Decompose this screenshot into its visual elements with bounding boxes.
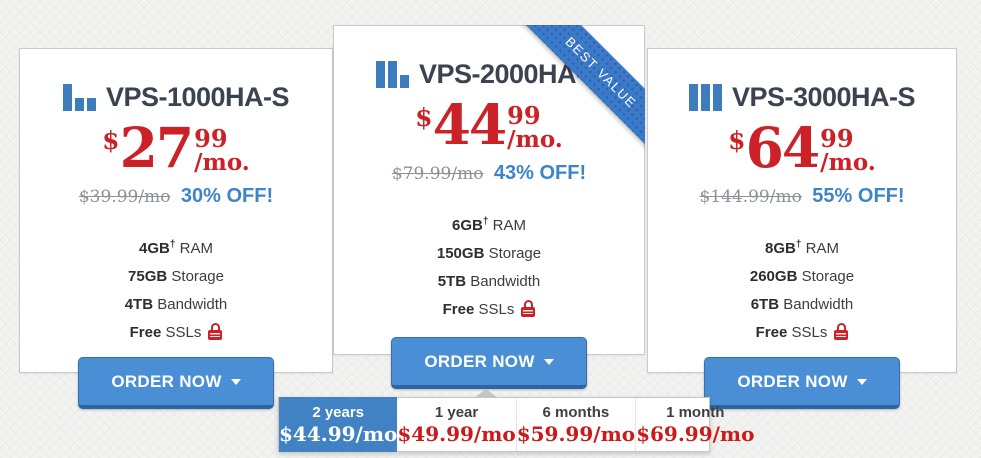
pricing-card: VPS-1000HA-S $ 27 99 /mo. $39.99/mo 30% … bbox=[19, 48, 333, 373]
price-period: /mo. bbox=[820, 149, 876, 176]
billing-term: 1 year bbox=[434, 403, 479, 421]
feature-list: 4GB† RAM 75GB Storage 4TB Bandwidth Free SS… bbox=[20, 231, 332, 347]
billing-option-6-months[interactable]: 6 months $59.99/mo bbox=[515, 398, 636, 451]
price-fraction: 99 bbox=[507, 101, 541, 130]
price-integer: 44 bbox=[432, 92, 508, 157]
best-value-ribbon: BEST VALUE bbox=[513, 25, 645, 157]
billing-option-2-years[interactable]: 2 years $44.99/mo bbox=[279, 397, 398, 452]
plan-name: VPS-1000HA-S bbox=[105, 82, 290, 112]
price-currency: $ bbox=[728, 126, 746, 155]
pricing-card-wrap-vps-2000ha-s: BEST VALUE VPS-2000HA-S $ 44 99 /mo. $79… bbox=[333, 25, 645, 389]
discount-row: $39.99/mo 30% OFF! bbox=[20, 185, 332, 208]
price-fraction-period: 99 /mo. bbox=[820, 124, 876, 176]
discount-label: 43% OFF! bbox=[493, 162, 587, 184]
plan-name: VPS-3000HA-S bbox=[731, 82, 916, 112]
feature-item: 6TB Bandwidth bbox=[750, 296, 854, 313]
discount-row: $79.99/mo 43% OFF! bbox=[334, 162, 644, 185]
price-integer: 27 bbox=[119, 115, 195, 180]
feature-item: 260GB Storage bbox=[749, 268, 855, 285]
price-fraction-period: 99 /mo. bbox=[507, 101, 563, 153]
bar bbox=[62, 84, 72, 111]
billing-price: $69.99/mo bbox=[636, 421, 755, 446]
price-fraction-period: 99 /mo. bbox=[194, 124, 250, 176]
bar-chart-icon bbox=[688, 84, 722, 111]
feature-item: 150GB Storage bbox=[436, 245, 542, 262]
feature-list: 6GB† RAM 150GB Storage 5TB Bandwidth Free S… bbox=[334, 208, 644, 324]
discount-row: $144.99/mo 55% OFF! bbox=[648, 185, 956, 208]
billing-term: 6 months bbox=[542, 403, 610, 421]
billing-option-1-month[interactable]: 1 month $69.99/mo bbox=[635, 398, 754, 451]
price-period: /mo. bbox=[194, 149, 250, 176]
feature-item: Free SSLs bbox=[20, 319, 332, 347]
bar-chart-icon bbox=[375, 61, 409, 88]
feature-item: Free SSLs bbox=[648, 319, 956, 347]
feature-item: 4TB Bandwidth bbox=[124, 296, 228, 313]
bar bbox=[375, 61, 385, 88]
billing-option-1-year[interactable]: 1 year $49.99/mo bbox=[397, 398, 515, 451]
old-price: $39.99/mo bbox=[78, 187, 171, 207]
chevron-down-icon bbox=[230, 378, 241, 385]
order-now-button[interactable]: ORDER NOW bbox=[391, 337, 587, 389]
bar bbox=[700, 84, 710, 111]
price-currency: $ bbox=[102, 126, 120, 155]
order-now-label: ORDER NOW bbox=[111, 371, 222, 391]
chevron-down-icon bbox=[856, 378, 867, 385]
bar bbox=[712, 84, 722, 111]
plan-price: $ 64 99 /mo. bbox=[648, 115, 956, 180]
lock-icon bbox=[521, 300, 536, 317]
old-price: $79.99/mo bbox=[391, 164, 484, 184]
best-value-ribbon-label: BEST VALUE bbox=[515, 25, 645, 157]
plan-title-row: VPS-3000HA-S bbox=[648, 82, 956, 113]
discount-label: 30% OFF! bbox=[180, 185, 274, 207]
plan-title-row: VPS-1000HA-S bbox=[20, 82, 332, 113]
order-now-label: ORDER NOW bbox=[737, 371, 848, 391]
pricing-card: VPS-3000HA-S $ 64 99 /mo. $144.99/mo 55%… bbox=[647, 48, 957, 373]
billing-price: $44.99/mo bbox=[279, 421, 398, 446]
order-now-button[interactable]: ORDER NOW bbox=[78, 357, 274, 409]
pricing-card: BEST VALUE VPS-2000HA-S $ 44 99 /mo. $79… bbox=[333, 25, 645, 355]
discount-label: 55% OFF! bbox=[812, 185, 905, 207]
billing-term-dropdown: 2 years $44.99/mo 1 year $49.99/mo 6 months $… bbox=[278, 389, 754, 452]
billing-price: $59.99/mo bbox=[516, 421, 636, 446]
price-integer: 64 bbox=[745, 115, 821, 180]
lock-icon bbox=[834, 323, 849, 340]
plan-price: $ 44 99 /mo. bbox=[334, 92, 644, 157]
bar bbox=[688, 84, 698, 111]
chevron-down-icon bbox=[543, 358, 554, 365]
order-now-label: ORDER NOW bbox=[424, 351, 535, 371]
feature-item: 4GB† RAM bbox=[139, 239, 213, 257]
feature-list: 8GB† RAM 260GB Storage 6TB Bandwidth Free S… bbox=[648, 231, 956, 347]
feature-item: 75GB Storage bbox=[128, 268, 224, 285]
billing-term: 2 years bbox=[312, 403, 365, 421]
bar bbox=[86, 98, 96, 111]
price-period: /mo. bbox=[507, 126, 563, 153]
dropdown-pointer-up-icon bbox=[474, 389, 498, 398]
feature-item: 5TB Bandwidth bbox=[437, 273, 541, 290]
plan-price: $ 27 99 /mo. bbox=[20, 115, 332, 180]
order-now-button[interactable]: ORDER NOW bbox=[704, 357, 900, 409]
billing-term: 1 month bbox=[666, 403, 725, 421]
old-price: $144.99/mo bbox=[699, 187, 802, 207]
feature-item: 6GB† RAM bbox=[452, 216, 526, 234]
feature-item: Free SSLs bbox=[334, 296, 644, 324]
billing-price: $49.99/mo bbox=[397, 421, 516, 446]
bar bbox=[387, 61, 397, 88]
lock-icon bbox=[208, 323, 223, 340]
price-fraction: 99 bbox=[194, 124, 228, 153]
feature-item: 8GB† RAM bbox=[765, 239, 839, 257]
price-currency: $ bbox=[415, 103, 433, 132]
pricing-card-wrap-vps-1000ha-s: VPS-1000HA-S $ 27 99 /mo. $39.99/mo 30% … bbox=[19, 48, 333, 409]
pricing-card-wrap-vps-3000ha-s: VPS-3000HA-S $ 64 99 /mo. $144.99/mo 55%… bbox=[647, 48, 957, 409]
bar-chart-icon bbox=[62, 84, 96, 111]
price-fraction: 99 bbox=[820, 124, 854, 153]
bar bbox=[399, 75, 409, 88]
bar bbox=[74, 98, 84, 111]
